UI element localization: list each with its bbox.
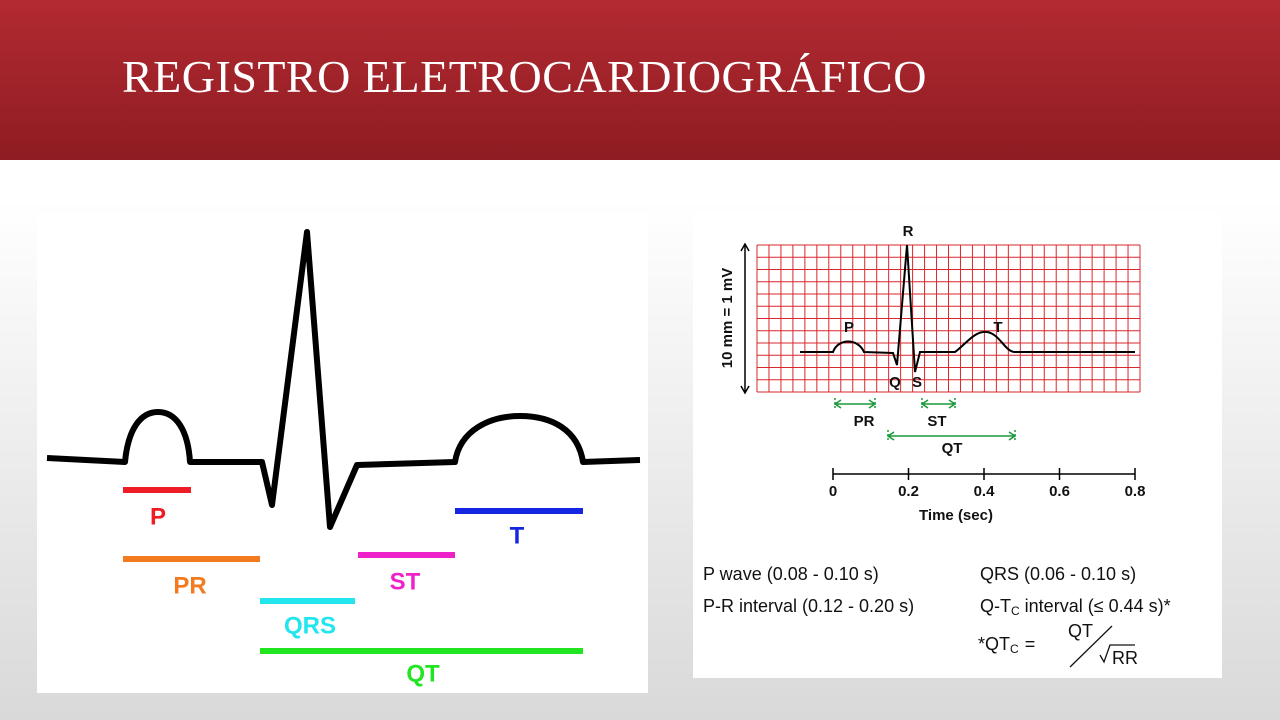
note-p-wave: P wave (0.08 - 0.10 s) [703,564,879,584]
note-qtc-prefix: Q-T [980,596,1011,616]
tick-label: 0.2 [898,483,919,500]
t-wave-label: T [993,319,1002,336]
left-panel [37,213,648,693]
time-axis-label: Time (sec) [919,507,993,524]
q-label: Q [889,374,901,391]
ecg-grid [756,244,1141,393]
formula-num: QT [1068,621,1093,641]
st-label: ST [390,568,421,595]
p-label: P [150,503,166,530]
qt-interval-label: QT [942,440,963,457]
note-qtc-suffix: interval (≤ 0.44 s)* [1020,596,1171,616]
time-axis: 0 0.2 0.4 0.6 0.8 [829,468,1146,500]
r-label: R [903,223,914,240]
qt-label: QT [406,660,440,687]
y-label: 10 mm = 1 mV [719,268,736,368]
tick-label: 0.4 [974,483,996,500]
slide-title: REGISTRO ELETROCARDIOGRÁFICO [122,51,927,102]
pr-label: PR [173,572,206,599]
tick-label: 0.6 [1049,483,1070,500]
note-qrs: QRS (0.06 - 0.10 s) [980,564,1136,584]
note-qtc-sub: C [1011,604,1020,618]
ecg-trace-small [800,244,1135,373]
formula-lhs: *QT [978,634,1010,654]
s-label: S [912,374,922,391]
arrow-heads [740,242,750,395]
interval-arrows [833,398,1017,442]
tick-label: 0.8 [1125,483,1146,500]
st-interval-label: ST [927,413,946,430]
header-band: REGISTRO ELETROCARDIOGRÁFICO [0,0,1280,160]
tick-label: 0 [829,483,837,500]
fraction-root [1069,625,1135,668]
interval-ends [834,398,1016,442]
pr-interval-label: PR [854,413,875,430]
formula-eq: = [1025,634,1036,654]
p-wave-label: P [844,319,854,336]
qrs-label: QRS [284,612,336,639]
note-pr: P-R interval (0.12 - 0.20 s) [703,596,914,616]
note-qtc: Q-TC interval (≤ 0.44 s)* [980,596,1171,618]
formula: *QTC = [978,634,1035,656]
formula-den: RR [1112,648,1138,668]
formula-sub: C [1010,642,1019,656]
ecg-trace [46,229,641,530]
t-label: T [510,522,525,549]
